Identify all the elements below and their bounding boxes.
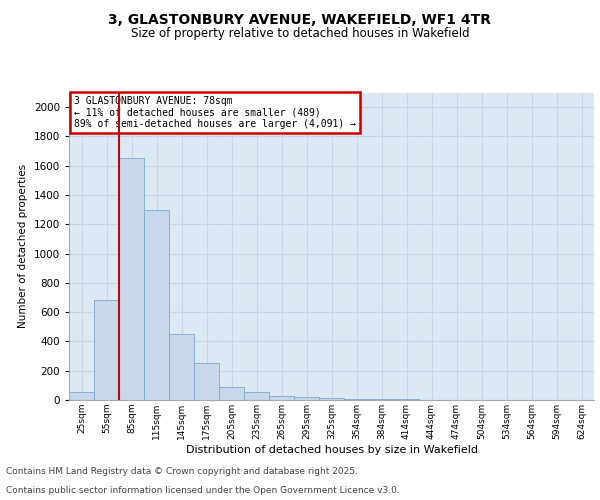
X-axis label: Distribution of detached houses by size in Wakefield: Distribution of detached houses by size … bbox=[185, 444, 478, 454]
Bar bbox=[269, 396, 294, 400]
Bar bbox=[144, 210, 169, 400]
Bar bbox=[169, 334, 194, 400]
Bar bbox=[319, 398, 344, 400]
Bar bbox=[294, 398, 319, 400]
Text: Size of property relative to detached houses in Wakefield: Size of property relative to detached ho… bbox=[131, 28, 469, 40]
Text: Contains HM Land Registry data © Crown copyright and database right 2025.: Contains HM Land Registry data © Crown c… bbox=[6, 467, 358, 476]
Bar bbox=[344, 399, 369, 400]
Y-axis label: Number of detached properties: Number of detached properties bbox=[18, 164, 28, 328]
Text: 3, GLASTONBURY AVENUE, WAKEFIELD, WF1 4TR: 3, GLASTONBURY AVENUE, WAKEFIELD, WF1 4T… bbox=[109, 12, 491, 26]
Text: 3 GLASTONBURY AVENUE: 78sqm
← 11% of detached houses are smaller (489)
89% of se: 3 GLASTONBURY AVENUE: 78sqm ← 11% of det… bbox=[74, 96, 356, 129]
Bar bbox=[194, 364, 219, 400]
Bar bbox=[94, 300, 119, 400]
Text: Contains public sector information licensed under the Open Government Licence v3: Contains public sector information licen… bbox=[6, 486, 400, 495]
Bar bbox=[119, 158, 144, 400]
Bar bbox=[69, 392, 94, 400]
Bar bbox=[244, 392, 269, 400]
Bar bbox=[219, 387, 244, 400]
